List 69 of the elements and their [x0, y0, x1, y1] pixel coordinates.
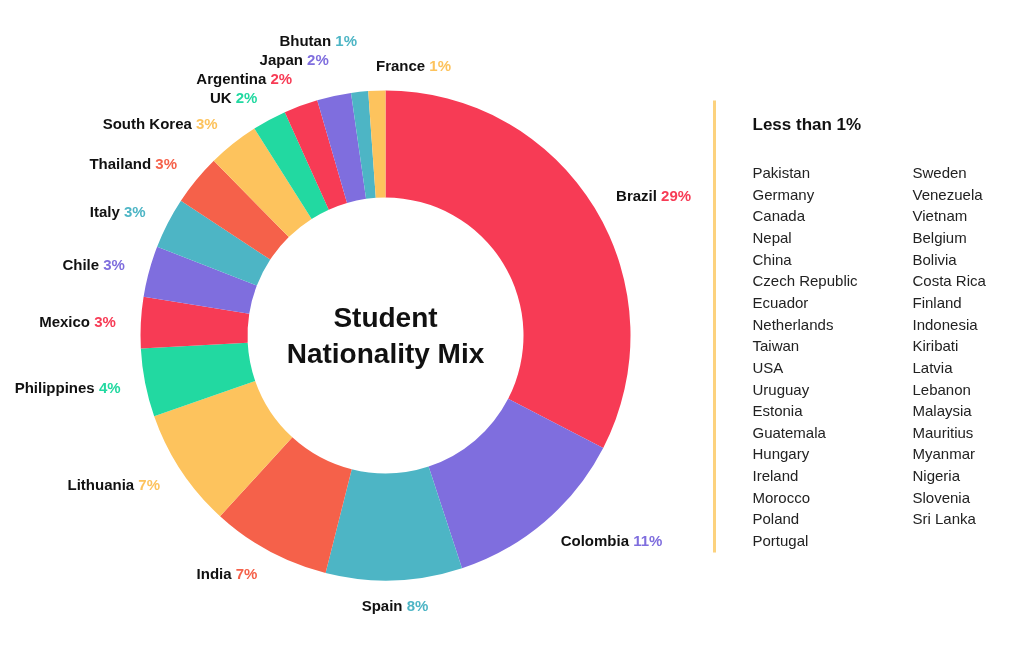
data-label: 29% [661, 186, 692, 204]
text: Lebanon [912, 380, 971, 398]
slice-label: Bhutan [279, 32, 332, 50]
text: Uruguay [752, 380, 810, 398]
data-label: 3% [94, 312, 116, 330]
text: Venezuela [912, 185, 984, 203]
text: Poland [752, 510, 800, 528]
text: Germany [752, 185, 815, 203]
data-label: 8% [406, 596, 429, 614]
slice-label: UK [209, 89, 232, 107]
data-label: 1% [429, 57, 452, 75]
slice-label: Japan [259, 51, 303, 69]
data-label: 11% [633, 532, 663, 550]
slice-label: South Korea [102, 115, 193, 133]
slice-label: Spain [361, 596, 403, 614]
text: Belgium [912, 228, 967, 246]
text: Sweden [912, 164, 967, 181]
text: Finland [912, 293, 962, 311]
text: Latvia [912, 358, 954, 376]
slice-label: Argentina [196, 70, 267, 88]
text: China [752, 250, 793, 268]
text: Mauritius [912, 423, 974, 441]
data-label: 7% [235, 564, 258, 582]
slice-label: Colombia [560, 532, 630, 550]
text: Ireland [752, 467, 799, 485]
slice-label: India [196, 564, 233, 582]
text: Canada [752, 207, 806, 225]
text: Less than 1% [752, 115, 862, 134]
data-label: 7% [138, 475, 161, 493]
slice-label: Lithuania [67, 475, 135, 493]
text: Slovenia [912, 488, 971, 506]
data-label: 1% [335, 32, 357, 50]
data-label: 4% [98, 379, 121, 397]
data-label: 2% [307, 51, 329, 69]
text: Vietnam [912, 207, 968, 225]
data-label: 2% [235, 89, 258, 107]
text: Bolivia [912, 250, 958, 268]
slice-label: Brazil [616, 186, 657, 204]
text: Estonia [752, 402, 804, 420]
text: Netherlands [752, 315, 834, 333]
data-label: 3% [103, 256, 125, 274]
text: Portugal [752, 532, 809, 550]
slice-label: Chile [62, 256, 100, 274]
text: Morocco [752, 488, 811, 506]
text: Costa Rica [912, 272, 987, 290]
text: Taiwan [752, 337, 800, 355]
data-label: 3% [123, 203, 146, 221]
text: Malaysia [912, 402, 973, 420]
slice-label: Mexico [39, 312, 91, 330]
data-label: 3% [196, 115, 218, 133]
text: USA [752, 358, 784, 376]
slice-label: France [375, 57, 426, 75]
text: Czech Republic [752, 272, 859, 290]
text: Guatemala [752, 423, 827, 441]
text: Pakistan [752, 164, 811, 181]
text: Indonesia [912, 315, 979, 333]
text: Student Nationality Mix [286, 302, 485, 369]
text: Ecuador [752, 293, 809, 311]
text: Sri Lanka [912, 510, 977, 528]
text: Nepal [752, 228, 792, 246]
data-label: 2% [270, 70, 293, 88]
slice-label: Italy [89, 203, 121, 221]
slice-label: Thailand [89, 155, 152, 173]
text: Nigeria [912, 467, 961, 485]
slice-label: Philippines [14, 379, 95, 397]
text: Kiribati [912, 337, 959, 355]
data-label: 3% [155, 155, 177, 173]
text: Hungary [752, 445, 810, 463]
text: Myanmar [912, 445, 976, 463]
